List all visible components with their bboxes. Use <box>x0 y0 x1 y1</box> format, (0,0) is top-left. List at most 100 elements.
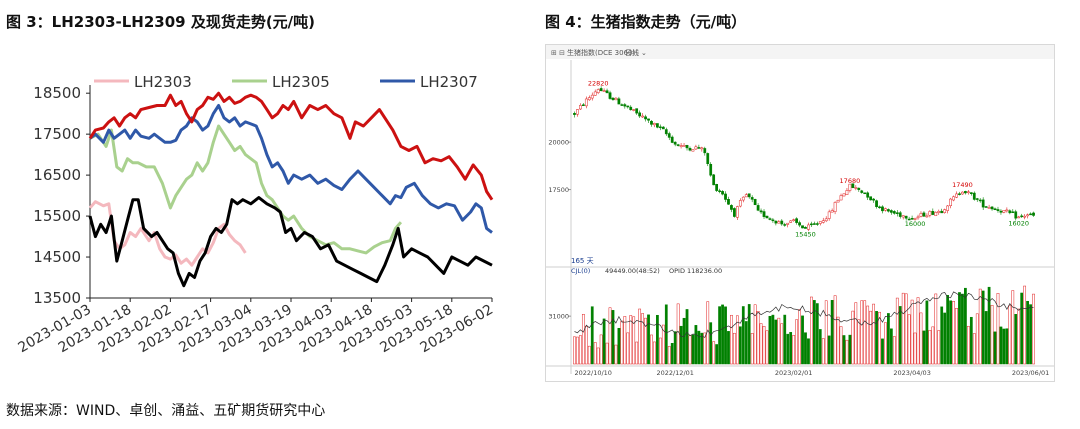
volume-bar <box>1008 305 1012 365</box>
volume-bar <box>978 288 982 365</box>
volume-bar <box>884 322 887 365</box>
y-tick-label: 14500 <box>33 248 81 266</box>
volume-bar <box>638 308 642 365</box>
candle-body <box>913 218 917 220</box>
candle-body <box>839 195 843 201</box>
series-line <box>89 124 403 255</box>
volume-bar <box>798 309 801 365</box>
volume-bar <box>718 306 721 365</box>
bar-count-label: 165 天 <box>571 257 594 265</box>
volume-bar <box>866 305 870 365</box>
candle-body <box>943 209 947 213</box>
candle-body <box>898 212 902 217</box>
price-annotation: 16020 <box>1008 220 1029 228</box>
volume-bar <box>712 341 716 365</box>
volume-bar <box>664 304 668 365</box>
candle-body <box>656 123 659 128</box>
volume-bar <box>863 300 867 365</box>
volume-bar <box>614 344 618 365</box>
candle-body <box>771 219 775 222</box>
x-tick-label: 2023/06/01 <box>1012 369 1049 377</box>
candle-body <box>999 210 1003 213</box>
candle-body <box>1014 211 1018 219</box>
volume-bar <box>1032 293 1035 365</box>
volume-bar <box>848 334 852 365</box>
candle-body <box>857 187 861 190</box>
candle-body <box>937 210 941 213</box>
volume-bar <box>635 341 639 365</box>
volume-bar <box>650 334 653 365</box>
volume-bar <box>943 312 947 365</box>
candle-body <box>756 205 760 211</box>
candle-body <box>795 218 798 223</box>
volume-bar <box>827 335 831 365</box>
candle-body <box>1017 216 1021 219</box>
candle-body <box>860 190 864 193</box>
candle-body <box>878 206 881 209</box>
volume-bar <box>931 326 935 365</box>
window-header-bar <box>546 45 1054 59</box>
chart-legend: LH2303 LH2305 LH2307 <box>94 73 478 91</box>
candle-body <box>1002 210 1006 213</box>
candle-body <box>768 218 772 220</box>
candle-body <box>762 211 766 217</box>
candle-body <box>964 191 967 194</box>
candle-body <box>875 200 878 208</box>
volume-bar <box>602 318 606 365</box>
candle-body <box>818 221 822 224</box>
volume-bar <box>881 338 884 365</box>
right-chart-title: 图 4：生猪指数走势（元/吨） <box>545 13 747 31</box>
volume-bar <box>937 330 941 365</box>
candle-body <box>958 193 961 195</box>
volume-bar <box>901 292 905 365</box>
volume-y-tick-label: 31000 <box>548 313 569 321</box>
price-annotations: 22820 15450 17680 16000 17490 16020 <box>588 80 1029 239</box>
candle-body <box>866 192 870 198</box>
volume-bar <box>756 310 760 365</box>
volume-bar <box>691 334 695 365</box>
candle-body <box>934 212 938 216</box>
candle-body <box>901 215 905 218</box>
volume-bar <box>913 332 917 365</box>
volume-bar <box>676 303 680 365</box>
candle-body <box>733 208 736 217</box>
volume-bar <box>641 313 644 365</box>
candle-body <box>1005 209 1009 212</box>
candle-body <box>706 153 710 165</box>
volume-bar <box>581 313 585 365</box>
candle-body <box>724 193 727 200</box>
volume-bar <box>990 305 994 365</box>
candle-body <box>1026 214 1029 217</box>
volume-bar <box>961 293 964 365</box>
volume-bar <box>810 296 813 365</box>
candle-body <box>1029 213 1032 216</box>
candle-body <box>842 193 846 197</box>
volume-bar <box>839 326 843 365</box>
data-source-note: 数据来源：WIND、卓创、涌益、五矿期货研究中心 <box>6 403 326 419</box>
candle-body <box>694 146 698 150</box>
volume-bar <box>727 331 730 365</box>
volume-bar <box>981 290 985 365</box>
candle-body <box>786 222 790 225</box>
candle-body <box>872 198 875 201</box>
volume-bar <box>916 297 920 365</box>
volume-bar <box>955 307 958 365</box>
volume-bar <box>579 335 582 365</box>
y-tick-label: 20000 <box>548 139 569 147</box>
series-line <box>88 91 494 201</box>
volume-bar <box>875 311 878 365</box>
volume-bar <box>709 322 713 365</box>
volume-bar <box>928 330 932 365</box>
volume-bar <box>715 344 719 365</box>
candle-body <box>650 120 653 125</box>
candle-body <box>821 220 825 223</box>
spot-futures-line-chart: LH2303 LH2305 LH2307 18500 17500 16500 15500 1… <box>16 73 496 356</box>
window-header-icons: ⊞ ⊟ <box>551 49 565 57</box>
candle-body <box>975 198 979 200</box>
window-header-period[interactable]: 日线 <box>625 48 639 57</box>
candle-body <box>792 219 796 221</box>
candle-body <box>590 94 594 99</box>
candle-body <box>676 144 680 146</box>
chevron-down-icon[interactable]: ⌄ <box>641 49 647 57</box>
candle-body <box>922 212 926 217</box>
